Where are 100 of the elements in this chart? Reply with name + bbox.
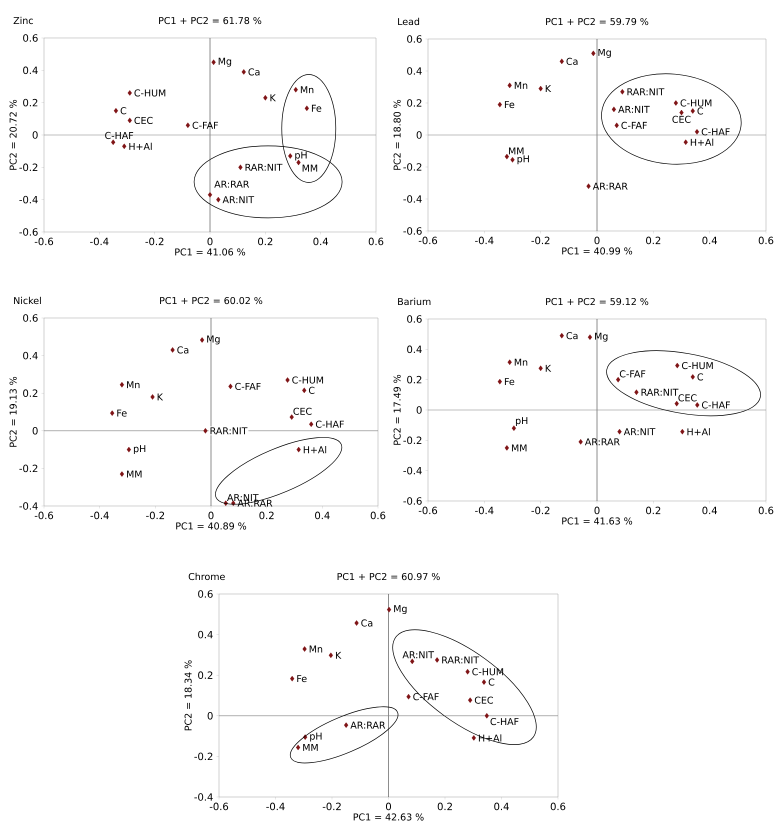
- annotation: AR:NIT: [402, 651, 434, 658]
- x-tick-label: 0.6: [370, 512, 386, 520]
- chart-subtitle: PC1 + PC2 = 61.78 %: [159, 16, 262, 24]
- point: [263, 95, 268, 101]
- y-tick-label: -0.4: [403, 195, 422, 203]
- annotation: K: [336, 652, 342, 659]
- point: [504, 154, 510, 160]
- annotation: AR:RAR: [350, 722, 386, 729]
- point: [208, 192, 212, 198]
- annotation: Ca: [248, 68, 260, 76]
- y-tick-label: 0: [416, 131, 422, 139]
- annotation: H+Al: [687, 428, 710, 436]
- x-axis-title: PC1 = 40.99 %: [562, 247, 632, 255]
- annotation: H+Al: [690, 138, 714, 146]
- x-tick-label: -0.4: [90, 238, 108, 246]
- annotation: RAR:NIT: [210, 427, 248, 434]
- annotation: pH: [134, 445, 146, 454]
- x-tick-label: -0.2: [531, 506, 550, 514]
- point: [690, 108, 695, 114]
- y-tick-label: 0: [416, 406, 422, 414]
- annotation: CEC: [134, 116, 153, 124]
- annotation: Mg: [394, 605, 407, 614]
- chart-subtitle: PC1 + PC2 = 60.02 %: [160, 296, 262, 304]
- point: [120, 471, 124, 477]
- point: [186, 122, 190, 128]
- chart-title: Chrome: [188, 572, 225, 580]
- y-tick-label: 0.4: [23, 66, 38, 74]
- point: [170, 347, 175, 353]
- point: [468, 697, 472, 703]
- x-tick-label: 0: [594, 506, 600, 514]
- point: [296, 744, 300, 750]
- annotation: C-FAF: [621, 122, 647, 129]
- annotation: C-HUM: [134, 89, 166, 97]
- point: [288, 153, 292, 159]
- annotation: CEC: [293, 408, 312, 415]
- annotation: MM: [303, 744, 318, 751]
- annotation: pH: [516, 417, 528, 426]
- annotation: pH: [310, 732, 322, 742]
- point: [591, 50, 596, 56]
- point: [406, 694, 411, 700]
- annotation: C-HAF: [105, 132, 134, 140]
- x-tick-label: 0.6: [758, 236, 774, 244]
- y-tick-label: 0.6: [198, 590, 213, 598]
- point: [680, 428, 684, 434]
- annotation: RAR:NIT: [442, 656, 480, 664]
- annotation: C: [488, 678, 494, 686]
- point: [512, 425, 516, 431]
- annotation: C-FAF: [192, 122, 218, 129]
- point: [484, 713, 489, 719]
- point: [238, 164, 243, 170]
- annotation: AR:NIT: [227, 494, 259, 501]
- x-tick-label: 0.4: [494, 802, 509, 810]
- y-tick-label: -0.4: [194, 793, 213, 801]
- annotation: C-HAF: [316, 420, 344, 428]
- annotation: C-HUM: [292, 376, 324, 384]
- annotation: C-HAF: [702, 128, 730, 136]
- y-tick-label: 0.4: [23, 352, 38, 360]
- x-tick-label: -0.4: [266, 802, 285, 810]
- point: [684, 139, 688, 145]
- point: [588, 334, 592, 340]
- point: [578, 439, 583, 445]
- y-tick-label: -0.6: [403, 497, 422, 505]
- annotation: Mn: [127, 381, 140, 388]
- point: [538, 86, 543, 92]
- point: [694, 129, 700, 135]
- point: [122, 144, 126, 150]
- x-tick-label: -0.4: [90, 512, 109, 520]
- point: [465, 668, 470, 675]
- x-tick-label: 0.2: [258, 238, 272, 246]
- point: [472, 735, 476, 741]
- chart-title: Nickel: [14, 296, 41, 304]
- annotation: Ca: [177, 346, 188, 354]
- annotation: MM: [127, 470, 142, 478]
- point: [128, 118, 132, 124]
- point: [114, 108, 118, 114]
- annotation: AR:RAR: [592, 182, 628, 190]
- chart-subtitle: PC1 + PC2 = 59.12 %: [546, 298, 648, 306]
- point: [285, 377, 290, 383]
- annotation: Fe: [504, 101, 514, 108]
- y-axis-title: PC2 = 18.34 %: [184, 660, 192, 730]
- point: [290, 414, 294, 420]
- annotation: H+Al: [304, 446, 326, 454]
- point: [386, 606, 392, 612]
- annotation: CEC: [474, 696, 494, 704]
- annotation: K: [546, 364, 552, 372]
- x-tick-label: 0.6: [758, 506, 774, 514]
- y-tick-label: 0.4: [407, 67, 422, 75]
- point: [304, 106, 309, 112]
- point: [674, 100, 678, 106]
- x-tick-label: -0.2: [531, 236, 550, 244]
- y-axis-title: PC2 = 19.13 %: [10, 376, 17, 447]
- annotation: Ca: [566, 332, 578, 340]
- annotation: RAR:NIT: [246, 164, 282, 171]
- y-tick-label: 0: [208, 712, 213, 720]
- annotation: Fe: [312, 104, 322, 112]
- annotation: C-HAF: [490, 718, 519, 726]
- point: [203, 428, 208, 434]
- point: [675, 362, 680, 368]
- x-axis-title: PC1 = 40.89 %: [176, 522, 246, 530]
- annotation: AR:NIT: [618, 106, 650, 113]
